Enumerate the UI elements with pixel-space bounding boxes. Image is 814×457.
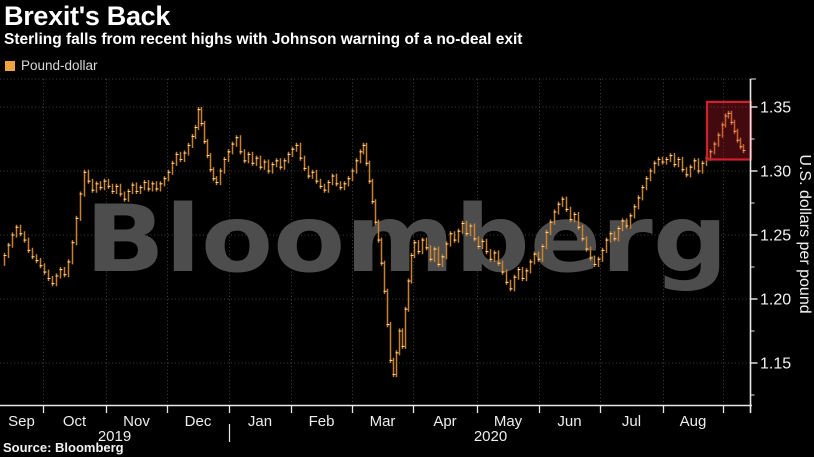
highlight-box — [705, 100, 753, 161]
y-axis-tick-label: 1.15 — [760, 356, 791, 373]
x-axis-month-label: Jan — [248, 413, 272, 430]
x-axis-month-label: Jun — [557, 413, 581, 430]
x-axis-month-label: Dec — [185, 413, 212, 430]
x-axis-month-label: May — [494, 413, 523, 430]
price-range-bars — [3, 107, 745, 378]
price-close-ticks — [3, 109, 746, 376]
x-axis-year-label: 2020 — [474, 428, 507, 445]
y-axis-tick-label: 1.35 — [760, 100, 791, 117]
x-axis-year-label: 2019 — [98, 428, 131, 445]
source-attribution: Source: Bloomberg — [3, 440, 124, 455]
y-axis-tick-label: 1.30 — [760, 164, 791, 181]
x-axis-month-label: Sep — [8, 413, 35, 430]
chart-title: Brexit's Back — [4, 1, 171, 31]
x-axis-month-label: Feb — [309, 413, 335, 430]
x-axis-month-label: Apr — [433, 413, 456, 430]
x-axis-month-label: Mar — [370, 413, 396, 430]
x-axis-month-label: Aug — [680, 413, 707, 430]
y-axis-title: U.S. dollars per pound — [796, 154, 813, 313]
chart-subtitle: Sterling falls from recent highs with Jo… — [4, 31, 523, 48]
legend-label: Pound-dollar — [21, 58, 98, 73]
y-axis-tick-label: 1.25 — [760, 228, 791, 245]
y-axis-tick-label: 1.20 — [760, 292, 791, 309]
legend: Pound-dollar — [5, 58, 98, 73]
x-axis-month-label: Jul — [622, 413, 641, 430]
bloomberg-watermark: Bloomberg — [85, 185, 728, 293]
x-axis-month-label: Nov — [123, 413, 150, 430]
legend-swatch-icon — [5, 61, 15, 71]
x-axis-month-label: Oct — [63, 413, 87, 430]
